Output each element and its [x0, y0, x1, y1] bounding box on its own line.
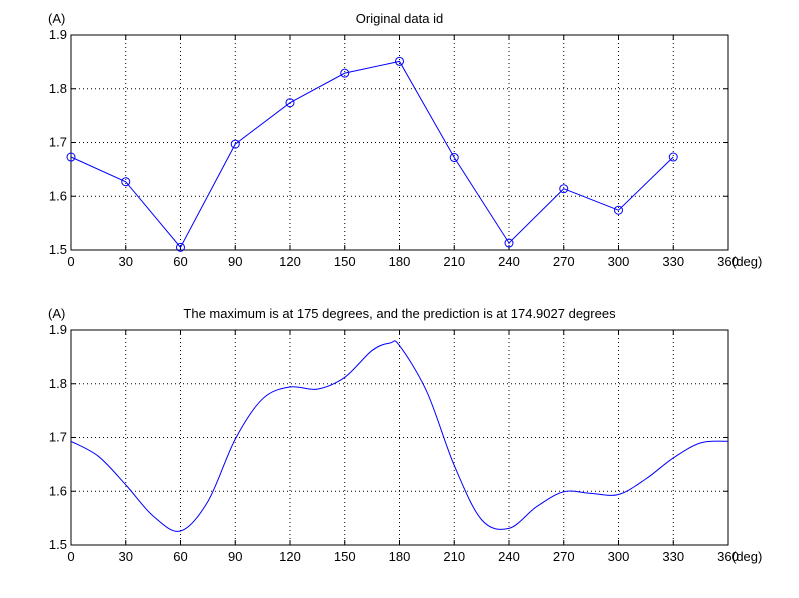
data-point-marker	[285, 98, 295, 108]
data-point-marker	[230, 139, 240, 149]
x-axis-label: (deg)	[732, 549, 762, 564]
x-tick-label: 0	[67, 549, 74, 564]
data-point-marker	[504, 238, 514, 248]
y-axis-label: (A)	[48, 306, 65, 321]
x-tick-label: 120	[279, 549, 301, 564]
y-tick-label: 1.5	[49, 242, 67, 257]
data-point-marker	[121, 177, 131, 187]
x-tick-label: 240	[498, 254, 520, 269]
x-tick-label: 90	[228, 549, 242, 564]
y-tick-label: 1.5	[49, 537, 67, 552]
x-tick-label: 240	[498, 549, 520, 564]
y-tick-label: 1.9	[49, 27, 67, 42]
x-tick-label: 0	[67, 254, 74, 269]
data-point-marker	[176, 242, 185, 252]
data-point-marker	[340, 68, 350, 78]
x-tick-label: 300	[608, 549, 630, 564]
y-tick-label: 1.7	[49, 135, 67, 150]
top-chart-panel: 0 30 60 90 120 150 180 210 240 270 300 330 360 1.5 1.6…	[48, 11, 762, 269]
y-tick-label: 1.7	[49, 430, 67, 445]
y-tick-label: 1.6	[49, 483, 67, 498]
x-tick-label: 210	[443, 549, 465, 564]
x-tick-label: 180	[389, 549, 411, 564]
x-axis-label: (deg)	[732, 254, 762, 269]
data-point-marker	[449, 153, 459, 163]
y-axis-label: (A)	[48, 11, 65, 26]
x-tick-label: 210	[443, 254, 465, 269]
x-tick-label: 330	[662, 549, 684, 564]
x-tick-label: 60	[173, 549, 187, 564]
series-curve	[70, 340, 729, 532]
chart-title: The maximum is at 175 degrees, and the p…	[183, 306, 616, 321]
x-tick-label: 30	[119, 549, 133, 564]
x-tick-label: 90	[228, 254, 242, 269]
y-tick-label: 1.6	[49, 188, 67, 203]
x-tick-label: 180	[389, 254, 411, 269]
x-tick-label: 270	[553, 254, 575, 269]
x-tick-label: 120	[279, 254, 301, 269]
data-point-marker	[559, 184, 569, 194]
x-tick-label: 60	[173, 254, 187, 269]
data-point-marker	[668, 152, 678, 162]
x-tick-label: 270	[553, 549, 575, 564]
data-point-marker	[395, 56, 404, 66]
data-point-marker	[66, 152, 76, 162]
data-point-marker	[614, 205, 623, 215]
x-tick-label: 150	[334, 254, 356, 269]
x-tick-label: 330	[662, 254, 684, 269]
x-tick-label: 360	[717, 254, 739, 269]
x-tick-label: 150	[334, 549, 356, 564]
chart-title: Original data id	[356, 11, 443, 26]
y-tick-label: 1.8	[49, 376, 67, 391]
x-tick-label: 300	[608, 254, 630, 269]
y-tick-label: 1.9	[49, 322, 67, 337]
bottom-chart-panel: 0 30 60 90 120 150 180 210 240 270 300 330 360 1.5 1.6…	[48, 306, 762, 564]
x-tick-label: 30	[119, 254, 133, 269]
y-tick-label: 1.8	[49, 81, 67, 96]
x-tick-label: 360	[717, 549, 739, 564]
series-line	[70, 60, 674, 249]
